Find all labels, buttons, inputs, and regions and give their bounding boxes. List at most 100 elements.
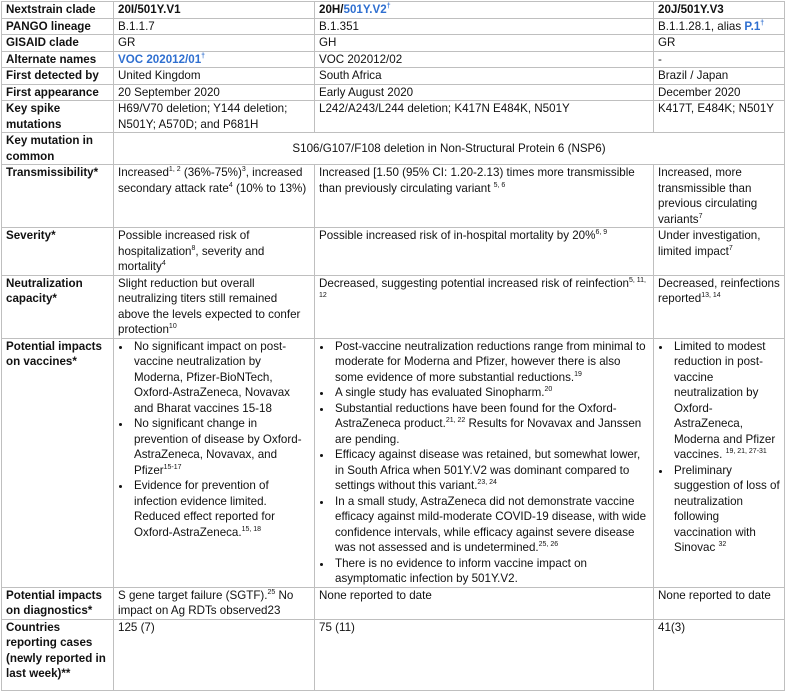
variant-link[interactable]: P.1 — [744, 19, 761, 33]
table-cell: VOC 202012/01† — [113, 50, 315, 68]
cell-text: Decreased, suggesting potential increase… — [319, 276, 629, 290]
variant-link[interactable]: VOC 202012/01 — [118, 52, 202, 66]
table-row: Nextstrain clade 20I/501Y.V1 20H/501Y.V2† 2… — [1, 1, 785, 19]
table-row: Neutralization capacity* Slight reduction… — [1, 274, 785, 339]
cell-text: Preliminary suggestion of loss of neutra… — [674, 463, 780, 555]
table-row: PANGO lineage B.1.1.7 B.1.351 B.1.1.28.1, a… — [1, 17, 785, 35]
reference-superscript: 15, 18 — [241, 525, 262, 533]
cell-text: L242/A243/L244 deletion; K417N E484K, N5… — [319, 102, 570, 115]
cell-text: B.1.1.28.1, alias — [658, 19, 745, 33]
table-cell: None reported to date — [314, 586, 654, 620]
list-item: Limited to modest reduction in post-vacc… — [672, 339, 780, 463]
cell-text: 75 (11) — [319, 620, 355, 634]
cell-text: A single study has evaluated Sinopharm. — [335, 386, 545, 399]
table-cell: Post-vaccine neutralization reductions r… — [314, 337, 654, 588]
table-cell: South Africa — [314, 67, 654, 85]
row-label: Alternate names — [1, 50, 114, 68]
reference-superscript[interactable]: † — [760, 19, 765, 27]
cell-text: South Africa — [319, 69, 382, 82]
cell-text: (10% to 13%) — [232, 181, 307, 195]
cell-text: Possible increased risk of in-hospital m… — [319, 229, 596, 242]
bullet-list: Post-vaccine neutralization reductions r… — [319, 339, 649, 587]
table-row: Key mutation in common S106/G107/F108 del… — [1, 132, 785, 165]
cell-text: 20H/ — [319, 3, 344, 16]
cell-text: Decreased, reinfections reported — [658, 276, 780, 306]
table-cell: Increased1, 2 (36%-75%)3, increased seco… — [113, 164, 315, 228]
cell-text: Evidence for prevention of infection evi… — [134, 479, 275, 539]
reference-superscript[interactable]: † — [386, 3, 391, 11]
table-cell: Limited to modest reduction in post-vacc… — [653, 337, 785, 588]
row-label: Severity* — [1, 227, 114, 276]
reference-superscript: 20 — [544, 386, 553, 394]
reference-superscript: 6, 9 — [595, 229, 608, 237]
reference-superscript: 3 — [241, 166, 246, 174]
cell-text: - — [658, 52, 662, 66]
reference-superscript: 19, 21, 27-31 — [725, 448, 767, 456]
cell-text: 20I/501Y.V1 — [118, 3, 181, 16]
row-label: Key mutation in common — [1, 132, 114, 165]
reference-superscript: 5, 6 — [493, 181, 506, 189]
reference-superscript: 8 — [191, 244, 196, 252]
table-cell: B.1.351 — [314, 17, 654, 35]
reference-superscript: 7 — [728, 244, 733, 252]
cell-text: 41(3) — [658, 620, 686, 634]
cell-text: No significant impact on post-vaccine ne… — [134, 339, 290, 415]
list-item: Post-vaccine neutralization reductions r… — [333, 339, 649, 386]
row-label: Countries reporting cases (newly reporte… — [1, 618, 114, 691]
row-label: First appearance — [1, 83, 114, 101]
cell-text: VOC 202012/02 — [319, 52, 403, 66]
cell-text: Early August 2020 — [319, 85, 414, 99]
table-cell: Under investigation, limited impact7 — [653, 227, 785, 276]
list-item: In a small study, AstraZeneca did not de… — [333, 494, 649, 556]
cell-text: Substantial reductions have been found f… — [335, 401, 617, 431]
table-row: Alternate names VOC 202012/01† VOC 202012/… — [1, 50, 785, 68]
table-cell: Possible increased risk of in-hospital m… — [314, 227, 654, 276]
table-cell: GR — [113, 34, 315, 52]
row-label: First detected by — [1, 67, 114, 85]
variant-link[interactable]: 501Y.V2 — [343, 3, 387, 16]
row-label: Potential impacts on vaccines* — [1, 337, 114, 588]
cell-text: (36%-75%) — [180, 166, 242, 179]
row-label: Transmissibility* — [1, 164, 114, 228]
table-cell: GR — [653, 34, 785, 52]
row-label: Potential impacts on diagnostics* — [1, 586, 114, 620]
cell-text: , severity and mortality — [118, 244, 265, 274]
cell-text: United Kingdom — [118, 69, 201, 82]
bullet-list: Limited to modest reduction in post-vacc… — [658, 339, 780, 556]
table-row: GISAID clade GR GH GR — [1, 34, 785, 52]
table-cell: H69/V70 deletion; Y144 deletion; N501Y; … — [113, 100, 315, 133]
table-cell: S gene target failure (SGTF).25 No impac… — [113, 586, 315, 620]
column-header: 20I/501Y.V1 — [113, 1, 315, 19]
row-label: PANGO lineage — [1, 17, 114, 35]
cell-text: No significant change in prevention of d… — [134, 417, 302, 477]
table-cell: Brazil / Japan — [653, 67, 785, 85]
reference-superscript: 32 — [718, 541, 727, 549]
table-cell: Decreased, suggesting potential increase… — [314, 274, 654, 339]
cell-text: There is no evidence to inform vaccine i… — [335, 556, 587, 586]
cell-text: Increased — [118, 166, 169, 179]
table-cell: Early August 2020 — [314, 83, 654, 101]
cell-text: , increased secondary attack rate — [118, 166, 303, 195]
list-item: No significant impact on post-vaccine ne… — [132, 339, 310, 417]
list-item: Substantial reductions have been found f… — [333, 401, 649, 448]
cell-text: GR — [118, 36, 136, 49]
table-cell: 20 September 2020 — [113, 83, 315, 101]
table-cell: Decreased, reinfections reported13, 14 — [653, 274, 785, 339]
reference-superscript: 15-17 — [163, 463, 182, 471]
table-cell: L242/A243/L244 deletion; K417N E484K, N5… — [314, 100, 654, 133]
table-row: Key spike mutations H69/V70 deletion; Y14… — [1, 100, 785, 133]
cell-text: H69/V70 deletion; Y144 deletion; N501Y; … — [118, 102, 288, 131]
list-item: Preliminary suggestion of loss of neutra… — [672, 463, 780, 556]
reference-superscript[interactable]: † — [201, 52, 206, 60]
table-cell: December 2020 — [653, 83, 785, 101]
reference-superscript: 10 — [168, 323, 177, 331]
cell-text: None reported to date — [319, 588, 432, 602]
cell-text: S106/G107/F108 deletion in Non-Structura… — [292, 141, 606, 155]
table-row: First detected by United Kingdom South Afr… — [1, 67, 785, 85]
bullet-list: No significant impact on post-vaccine ne… — [118, 339, 310, 541]
row-label: Nextstrain clade — [1, 1, 114, 19]
table-row: Potential impacts on vaccines* No signifi… — [1, 337, 785, 588]
table-row: Severity* Possible increased risk of hosp… — [1, 227, 785, 276]
reference-superscript: 4 — [161, 260, 166, 268]
